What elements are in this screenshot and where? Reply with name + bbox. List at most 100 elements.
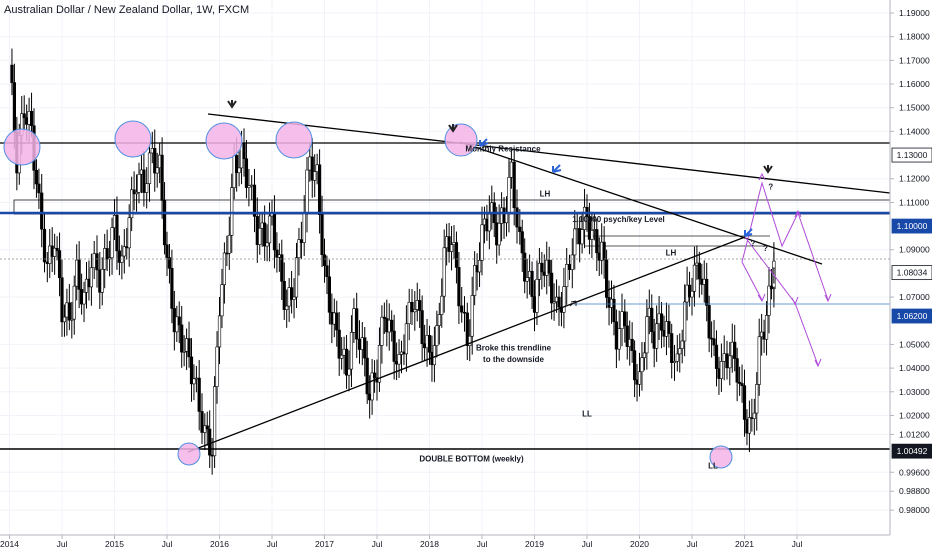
candle-body <box>77 259 81 290</box>
candle-body <box>165 244 169 258</box>
annotation-label: ? <box>768 182 773 191</box>
candle-body <box>263 222 267 247</box>
candle-body <box>523 252 527 282</box>
candle-body <box>12 82 16 133</box>
annotation-label: 1.10000 psych/key Level <box>572 215 665 224</box>
candle-body <box>272 213 277 251</box>
candle-body <box>192 378 196 385</box>
candle-body <box>617 328 621 350</box>
y-tick-label: 1.15000 <box>899 103 930 113</box>
price-badge-label: 1.08034 <box>897 268 928 278</box>
y-tick-label: 1.17000 <box>899 55 930 65</box>
annotation-label: to the downside <box>483 355 544 364</box>
candle-body <box>137 174 141 193</box>
x-tick-label: 2017 <box>315 539 334 549</box>
candle-body <box>92 253 96 269</box>
candle-body <box>640 357 644 373</box>
candle-body <box>580 229 584 245</box>
y-tick-label: 1.18000 <box>899 32 930 42</box>
candle-body <box>357 338 362 350</box>
drawing-lines <box>0 113 891 453</box>
candle-body <box>520 231 524 254</box>
candle-body <box>225 252 229 255</box>
annotation-label: ? <box>750 239 755 248</box>
candle-body <box>310 156 314 181</box>
candle-body <box>725 353 729 369</box>
candle-body <box>289 287 294 300</box>
candle-body <box>737 381 742 384</box>
x-tick-label: 2016 <box>210 539 229 549</box>
candle-body <box>160 154 164 201</box>
candle-body <box>714 344 719 369</box>
candle-body <box>747 417 751 434</box>
candle-body <box>142 169 146 193</box>
price-badge-label: 1.06200 <box>897 311 928 321</box>
candle-body <box>565 264 569 288</box>
x-tick-label: Jul <box>687 539 698 549</box>
candle-body <box>177 316 181 326</box>
candle-body <box>487 213 491 232</box>
candle-body <box>29 110 34 127</box>
candle-body <box>602 241 606 261</box>
candle-body <box>457 267 461 307</box>
candle-body <box>757 336 761 385</box>
candle-body <box>454 242 459 268</box>
candle-body <box>370 372 374 401</box>
candle-body <box>258 227 262 245</box>
candle-body <box>170 268 174 309</box>
candle-body <box>220 284 224 317</box>
candle-body <box>697 262 701 280</box>
header: Australian Dollar / New Zealand Dollar, … <box>4 4 249 16</box>
candle-body <box>690 290 694 298</box>
x-tick-label: 2014 <box>0 539 19 549</box>
candle-body <box>410 301 414 313</box>
candle-body <box>322 254 327 267</box>
price-badge <box>891 265 932 281</box>
annotation-label: Monthly Resistance <box>465 145 541 154</box>
y-tick-label: 0.98800 <box>899 486 930 496</box>
y-tick-label: 1.03000 <box>899 387 930 397</box>
annotation-label: LL <box>708 462 718 471</box>
candle-body <box>413 309 417 313</box>
candle-body <box>632 350 637 381</box>
candle-body <box>570 254 574 270</box>
y-axis-ticks: 1.19000 1.18000 1.17000 1.16000 1.15000 1.140… <box>890 8 930 515</box>
price-badge <box>891 218 932 234</box>
candle-body <box>470 295 474 337</box>
candle-body <box>582 206 587 230</box>
y-tick-label: 1.19000 <box>899 8 930 18</box>
candle-body <box>208 428 212 456</box>
candle-body <box>752 412 756 419</box>
candle-body <box>167 257 172 269</box>
candle-body <box>189 356 194 385</box>
candle-body <box>515 207 519 228</box>
candle-body <box>70 318 74 321</box>
candle-body <box>40 192 44 230</box>
arrow-down-black-icon <box>448 124 458 133</box>
candle-body <box>719 361 723 379</box>
annotation-label: LH <box>540 189 551 198</box>
y-tick-label: 1.11000 <box>899 197 929 207</box>
candle-body <box>352 308 356 333</box>
candle-body <box>42 228 47 263</box>
candle-body <box>110 227 114 259</box>
y-tick-label: 1.04000 <box>899 363 930 373</box>
y-tick-label: 1.01200 <box>899 429 930 439</box>
candle-body <box>552 301 556 304</box>
candle-body <box>650 307 654 333</box>
candle-body <box>420 310 424 345</box>
candle-body <box>213 386 217 457</box>
y-tick-label: 1.14000 <box>899 126 930 136</box>
candle-body <box>497 223 501 246</box>
candle-body <box>147 152 152 184</box>
candle-body <box>372 372 377 379</box>
candle-body <box>10 64 14 83</box>
candle-body <box>299 239 304 243</box>
candle-body <box>680 340 684 349</box>
candle-body <box>620 311 624 329</box>
price-badge-label: 1.10000 <box>897 221 928 231</box>
candle-body <box>550 272 554 304</box>
highlight-circle <box>205 122 243 160</box>
candle-body <box>567 264 572 270</box>
